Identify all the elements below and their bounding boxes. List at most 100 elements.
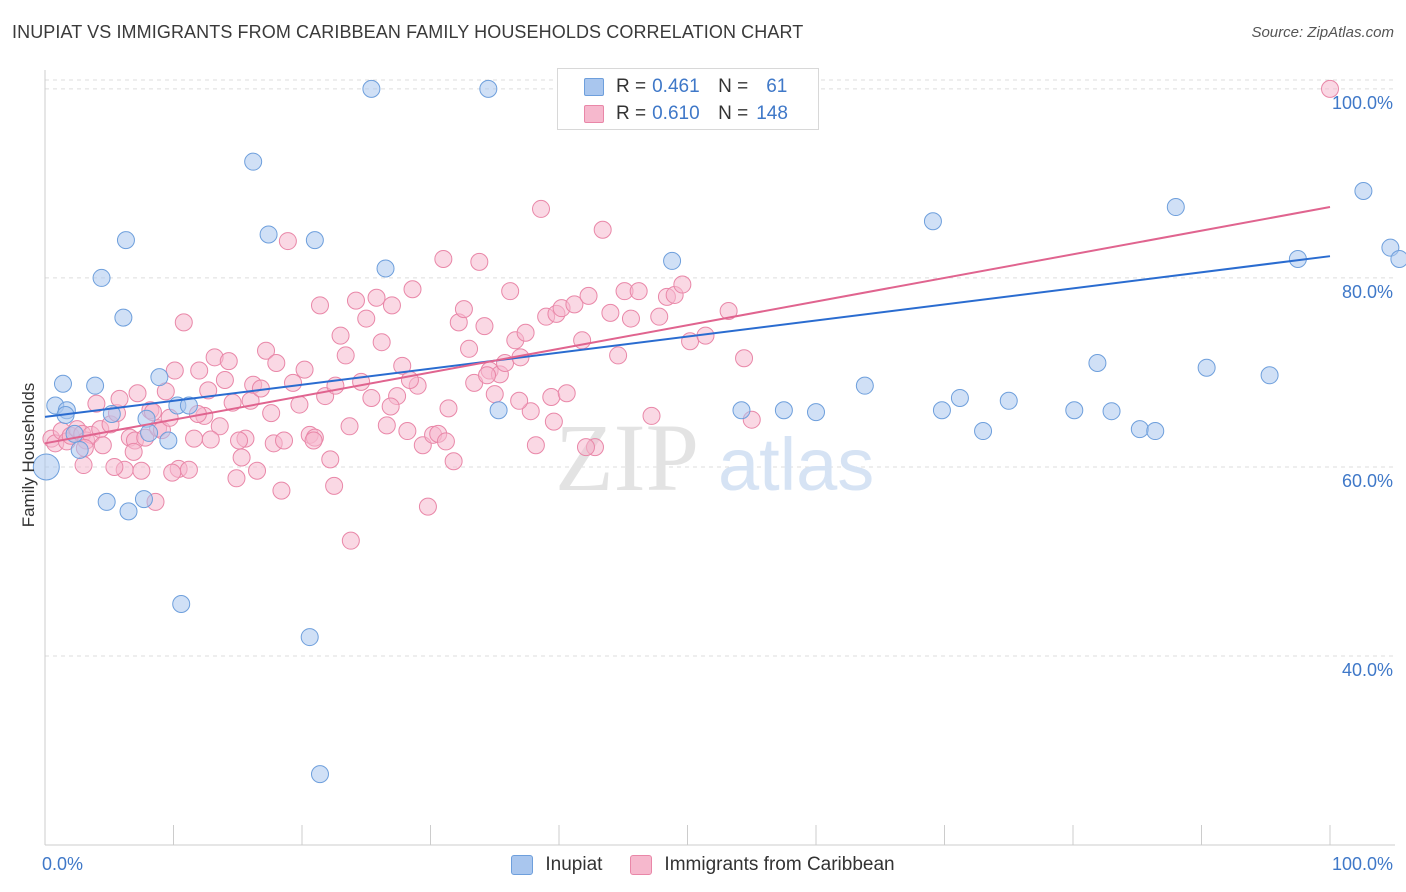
legend-swatch-inupiat [584,78,604,96]
data-point-immigrants [434,250,453,269]
data-point-inupiat [86,376,105,395]
data-point-inupiat [179,396,198,415]
data-point-immigrants [593,220,612,239]
data-point-immigrants [521,402,540,421]
data-point-inupiat [1197,358,1216,377]
data-point-immigrants [381,397,400,416]
data-point-immigrants [124,442,143,461]
data-point-immigrants [642,406,661,425]
data-point-immigrants [304,431,323,450]
data-point-immigrants [201,430,220,449]
data-point-immigrants [295,360,314,379]
data-point-inupiat [479,79,498,98]
data-point-immigrants [262,404,281,423]
data-point-inupiat [732,401,751,420]
trend-line-immigrants [44,206,1331,445]
legend-n-value: 61 [766,76,788,97]
legend-label-inupiat: Inupiat [545,854,603,875]
data-point-inupiat [974,422,993,441]
data-point-immigrants [367,288,386,307]
legend-r-value: 0.610 [652,103,700,124]
data-point-immigrants [601,303,620,322]
data-point-inupiat [159,431,178,450]
data-point-immigrants [248,461,267,480]
data-point-immigrants [87,394,106,413]
data-point-inupiat [114,308,133,327]
data-point-immigrants [650,307,669,326]
data-point-immigrants [331,326,350,345]
data-point-immigrants [478,366,497,385]
data-point-immigrants [227,469,246,488]
data-point-immigrants [190,361,209,380]
data-point-immigrants [544,412,563,431]
data-point-immigrants [93,436,112,455]
data-point-immigrants [403,280,422,299]
data-point-immigrants [673,275,692,294]
data-point-inupiat [310,765,329,784]
trend-line-inupiat [44,255,1331,418]
data-point-inupiat [1390,250,1406,269]
watermark-zip: ZIP [555,404,699,511]
legend-r-label: R = [616,103,647,124]
data-point-inupiat [244,152,263,171]
data-point-inupiat [1260,366,1279,385]
data-point-inupiat [70,440,89,459]
data-point-immigrants [325,476,344,495]
legend-swatch-immigrants [630,855,653,875]
data-point-immigrants [377,416,396,435]
data-point-inupiat [663,251,682,270]
data-point-immigrants [310,296,329,315]
legend-item-inupiat[interactable]: Inupiat [511,854,602,876]
data-point-inupiat [134,490,153,509]
data-point-immigrants [579,286,598,305]
y-axis-label: Family Households [19,383,38,528]
data-point-inupiat [300,628,319,647]
data-point-inupiat [1130,420,1149,439]
data-point-immigrants [532,199,551,218]
data-point-immigrants [439,399,458,418]
data-point-immigrants [526,436,545,455]
y-tick-label: 60.0% [1342,471,1393,491]
data-point-immigrants [105,457,124,476]
data-point-immigrants [400,371,419,389]
data-point-inupiat [855,376,874,395]
legend-swatch-immigrants [584,105,604,123]
data-point-immigrants [609,346,628,365]
data-point-immigrants [382,296,401,315]
source-label: Source: ZipAtlas.com [1251,24,1394,41]
data-point-inupiat [999,391,1018,410]
tick-labels: 40.0% 60.0% 80.0% 100.0% 0.0% 100.0% [42,93,1393,874]
data-point-inupiat [1166,198,1185,217]
y-tick-label: 80.0% [1342,282,1393,302]
data-point-immigrants [735,349,754,368]
legend-n-value: 148 [756,103,788,124]
data-point-immigrants [475,317,494,336]
data-point-immigrants [460,339,479,358]
data-point-immigrants [267,353,286,372]
watermark: ZIP atlas [555,404,874,511]
data-point-immigrants [278,232,297,251]
data-point-immigrants [621,309,640,328]
data-point-inupiat [140,423,159,442]
data-point-immigrants [340,417,359,436]
data-point-immigrants [444,452,463,471]
data-point-inupiat [1354,181,1373,200]
data-point-inupiat [116,231,135,250]
data-point-immigrants [336,346,355,365]
legend-r-value: 0.461 [652,76,700,97]
y-tick-label: 100.0% [1332,93,1393,113]
stats-legend: R = 0.461 N = 61 R = 0.610 N = 148 [557,68,819,130]
data-point-immigrants [346,291,365,310]
legend-item-immigrants[interactable]: Immigrants from Caribbean [630,854,895,876]
data-point-inupiat [172,594,191,613]
data-point-immigrants [485,385,504,404]
data-point-immigrants [165,361,184,380]
y-tick-label: 40.0% [1342,660,1393,680]
data-point-immigrants [272,481,291,500]
data-point-inupiat [150,368,169,387]
data-point-immigrants [418,497,437,516]
data-point-immigrants [275,431,294,450]
data-point-immigrants [284,373,303,392]
data-point-inupiat [305,231,324,250]
